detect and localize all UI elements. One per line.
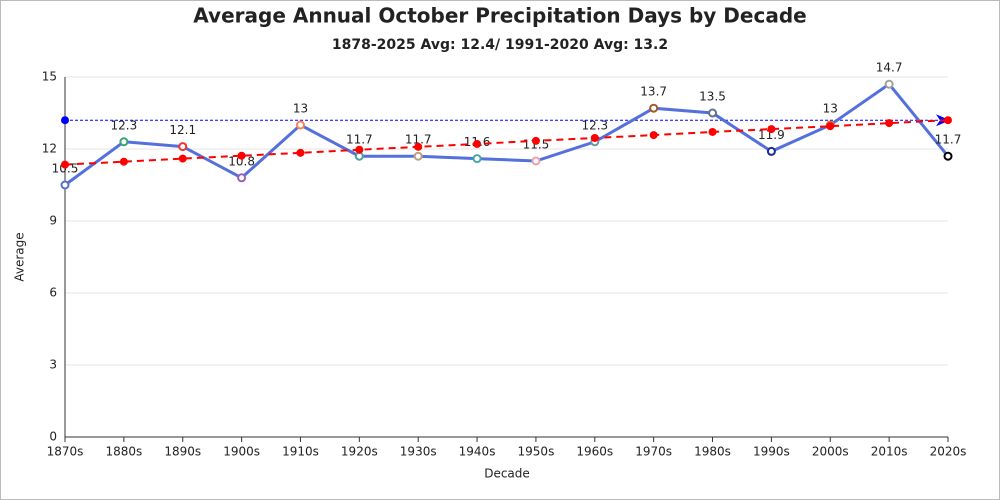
data-label: 12.1 <box>169 123 196 137</box>
data-point <box>649 103 659 113</box>
y-axis-title: Average <box>13 232 27 281</box>
data-point <box>708 108 718 118</box>
trend-point <box>296 148 305 157</box>
x-tick-label: 2000s <box>812 445 849 459</box>
trend-point <box>531 136 540 145</box>
data-label: 11.7 <box>346 133 373 147</box>
trend-point <box>885 119 894 128</box>
y-tick-label: 6 <box>49 286 57 300</box>
data-point <box>766 146 776 156</box>
trend-point <box>767 125 776 134</box>
x-tick-label: 2010s <box>871 445 908 459</box>
x-tick-label: 1960s <box>576 445 613 459</box>
data-point <box>237 173 247 183</box>
trend-point <box>414 142 423 151</box>
trend-point <box>826 122 835 131</box>
y-tick-label: 0 <box>49 430 57 444</box>
trend-point <box>119 157 128 166</box>
trend-point <box>61 160 69 169</box>
series-line <box>64 119 949 166</box>
y-tick-label: 3 <box>49 358 57 372</box>
trend-point <box>944 116 952 125</box>
data-point <box>531 156 541 166</box>
x-axis-title: Decade <box>484 467 530 481</box>
series-line <box>64 82 950 187</box>
chart-subtitle: 1878-2025 Avg: 12.4/ 1991-2020 Avg: 13.2 <box>332 37 668 53</box>
x-tick-label: 1970s <box>635 445 672 459</box>
trend-point <box>473 139 482 148</box>
data-label: 11.7 <box>935 133 962 147</box>
x-tick-label: 2020s <box>930 445 967 459</box>
trend-point <box>237 151 246 160</box>
data-label: 11.7 <box>405 133 432 147</box>
x-tick-label: 1990s <box>753 445 790 459</box>
trend-point <box>178 154 187 163</box>
y-tick-label: 12 <box>42 142 57 156</box>
trend-point <box>649 131 658 140</box>
data-label: 11.9 <box>758 128 785 142</box>
data-point <box>60 180 70 190</box>
data-point <box>943 151 953 161</box>
x-tick-label: 1930s <box>400 445 437 459</box>
y-tick-label: 15 <box>42 70 57 84</box>
trend-point <box>590 133 599 142</box>
x-tick-label: 1900s <box>223 445 260 459</box>
data-label: 13 <box>293 102 308 116</box>
x-tick-label: 1880s <box>105 445 142 459</box>
y-tick-label: 9 <box>49 214 57 228</box>
data-point <box>178 142 188 152</box>
x-tick-label: 1910s <box>282 445 319 459</box>
x-tick-label: 1890s <box>164 445 201 459</box>
data-point <box>413 151 423 161</box>
x-tick-label: 1980s <box>694 445 731 459</box>
trend-point <box>355 145 364 154</box>
data-label: 12.3 <box>581 118 608 132</box>
x-tick-label: 1950s <box>518 445 555 459</box>
chart-title: Average Annual October Precipitation Day… <box>193 4 806 28</box>
data-label: 13.7 <box>640 85 667 99</box>
data-label: 12.3 <box>111 118 138 132</box>
data-label: 13 <box>823 102 838 116</box>
x-tick-label: 1920s <box>341 445 378 459</box>
trend-point <box>708 127 717 136</box>
reference-start <box>61 116 69 125</box>
x-tick-label: 1940s <box>459 445 496 459</box>
x-tick-label: 1870s <box>47 445 84 459</box>
data-label: 14.7 <box>876 61 903 75</box>
data-point <box>354 151 364 161</box>
data-point <box>472 154 482 164</box>
data-point <box>884 79 894 89</box>
data-point <box>119 137 129 147</box>
data-label: 10.8 <box>228 154 255 168</box>
data-label: 13.5 <box>699 90 726 104</box>
data-point <box>295 120 305 130</box>
